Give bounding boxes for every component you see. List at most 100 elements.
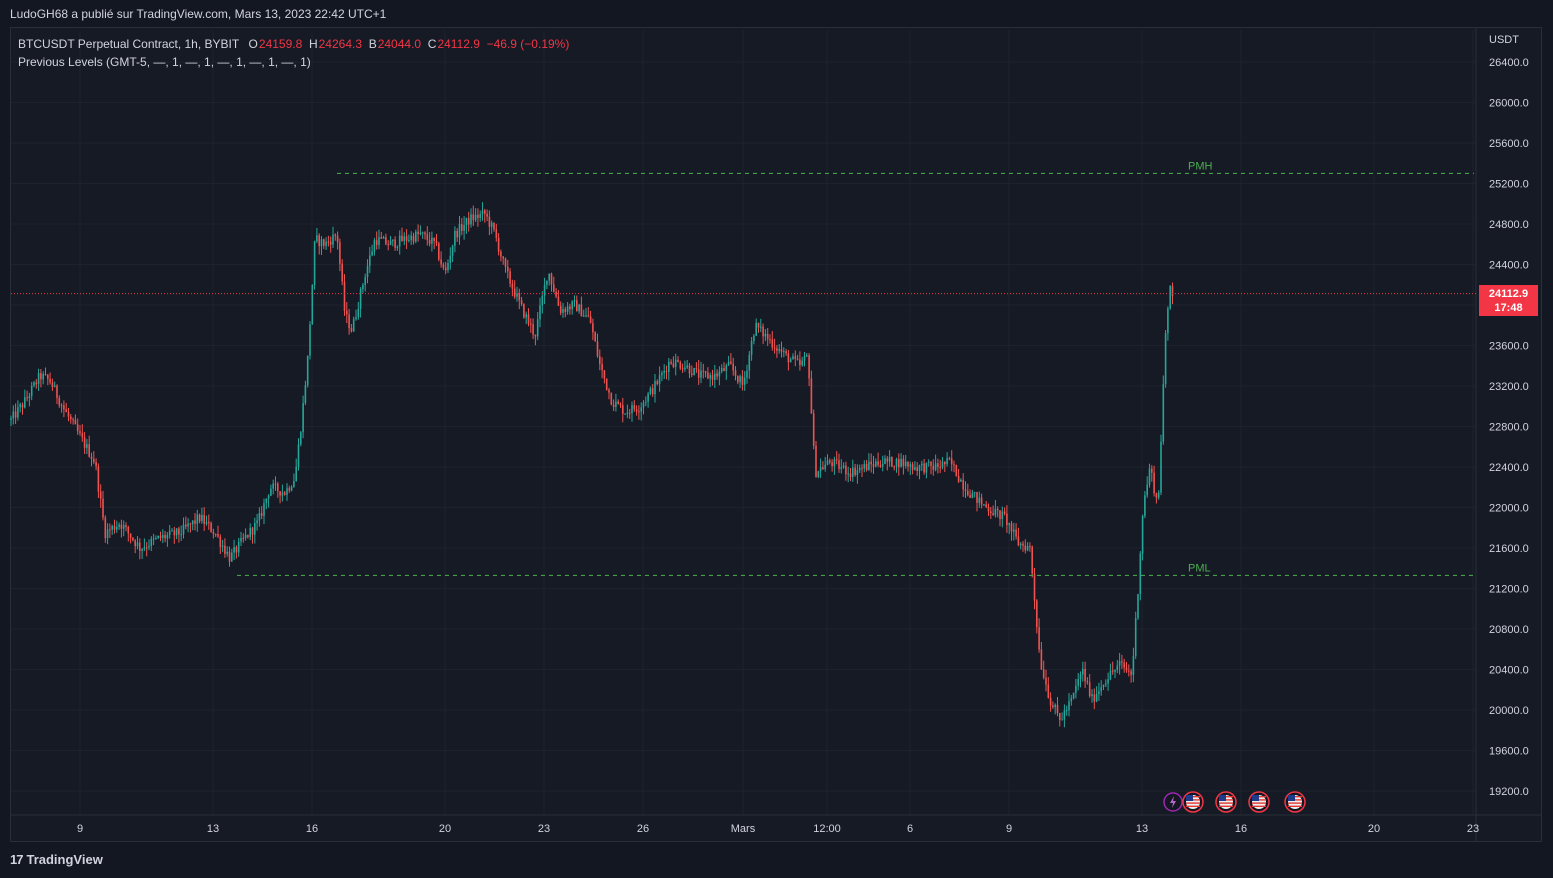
candle-body: [497, 237, 500, 252]
candle-body: [139, 542, 141, 551]
chart-frame[interactable]: [10, 27, 1542, 842]
candle-body: [159, 535, 162, 538]
candle-body: [465, 217, 468, 226]
candle-body: [753, 335, 755, 341]
candle-body: [168, 530, 171, 535]
tradingview-logo-icon: 17: [10, 852, 24, 867]
candle-body: [895, 458, 898, 467]
indicator-row[interactable]: Previous Levels (GMT-5, —, 1, —, 1, —, 1…: [18, 55, 311, 69]
candle-body: [481, 210, 484, 215]
candle-body: [1088, 682, 1091, 697]
candle-body: [507, 266, 509, 272]
candle-body: [776, 348, 778, 351]
candle-body: [550, 273, 553, 285]
us-flag-icon[interactable]: [1182, 791, 1204, 813]
candle-body: [909, 464, 912, 467]
candle-body: [150, 538, 153, 547]
candle-body: [737, 375, 739, 383]
symbol-title[interactable]: BTCUSDT Perpetual Contract, 1h, BYBIT: [18, 37, 240, 51]
candle-body: [674, 359, 677, 367]
open-label: O: [248, 37, 258, 51]
candle-body: [863, 463, 866, 469]
tradingview-footer[interactable]: 17 TradingView: [10, 852, 103, 867]
candle-body: [661, 372, 663, 376]
candle-body: [412, 235, 415, 242]
candle-body: [1151, 468, 1153, 473]
candle-body: [679, 362, 682, 369]
candle-body: [852, 467, 854, 477]
candle-body: [97, 466, 100, 492]
candle-body: [520, 300, 523, 304]
candle-body: [1118, 661, 1121, 666]
candle-body: [500, 251, 502, 257]
candle-body: [626, 412, 629, 414]
candle-body: [479, 214, 481, 218]
candle-body: [477, 214, 479, 218]
candle-body: [1019, 543, 1022, 546]
candle-body: [293, 481, 295, 487]
candle-body: [387, 244, 389, 246]
candle-body: [122, 525, 125, 529]
us-flag-icon[interactable]: [1248, 791, 1270, 813]
candle-body: [939, 466, 941, 468]
candle-body: [1100, 687, 1102, 692]
candle-body: [329, 241, 332, 245]
candle-body: [766, 333, 769, 340]
candle-body: [51, 382, 54, 388]
candle-body: [822, 467, 824, 470]
candle-body: [76, 424, 79, 432]
candle-body: [426, 234, 429, 240]
candle-body: [714, 373, 716, 380]
candle-body: [233, 547, 235, 553]
candle-body: [1093, 694, 1096, 702]
candle-body: [898, 458, 900, 468]
candle-body: [983, 504, 985, 506]
candle-body: [941, 461, 944, 468]
candle-body: [858, 467, 861, 471]
candle-body: [198, 514, 201, 522]
candle-body: [925, 462, 928, 473]
candle-body: [419, 232, 422, 235]
candle-body: [258, 513, 261, 521]
candle-body: [870, 461, 872, 465]
candle-body: [1162, 384, 1165, 442]
candle-body: [783, 351, 785, 353]
candle-body: [304, 385, 307, 404]
candle-body: [493, 222, 495, 230]
candle-body: [217, 534, 219, 537]
candle-body: [47, 374, 49, 379]
us-flag-icon-stripe: [1288, 802, 1302, 804]
us-flag-icon-canton: [1252, 795, 1259, 801]
candle-body: [697, 369, 700, 378]
candle-body: [564, 309, 567, 312]
candle-body: [907, 461, 909, 467]
candle-body: [1107, 679, 1109, 684]
candle-body: [247, 534, 249, 538]
candle-body: [454, 230, 456, 246]
candle-body: [297, 444, 300, 467]
candle-body: [1072, 692, 1075, 699]
candle-body: [1047, 684, 1050, 698]
candle-body: [152, 538, 155, 540]
candle-body: [1075, 685, 1077, 693]
candle-body: [592, 323, 594, 333]
candle-body: [1065, 709, 1068, 711]
price-tick-label: 25200.0: [1489, 179, 1529, 191]
time-tick-label: 9: [1006, 823, 1012, 835]
candle-body: [916, 467, 918, 471]
lightning-icon[interactable]: [1163, 792, 1183, 812]
candle-body: [1059, 712, 1061, 720]
time-tick-label: 12:00: [813, 823, 841, 835]
candle-body: [1121, 661, 1123, 663]
us-flag-icon[interactable]: [1215, 791, 1237, 813]
us-flag-icon[interactable]: [1284, 791, 1306, 813]
candle-body: [185, 524, 187, 527]
candle-body: [796, 358, 799, 360]
candle-body: [1006, 513, 1008, 526]
candle-body: [695, 367, 698, 370]
candle-body: [444, 267, 447, 271]
candle-body: [865, 463, 868, 471]
candle-body: [201, 514, 203, 522]
candle-body: [162, 534, 164, 538]
